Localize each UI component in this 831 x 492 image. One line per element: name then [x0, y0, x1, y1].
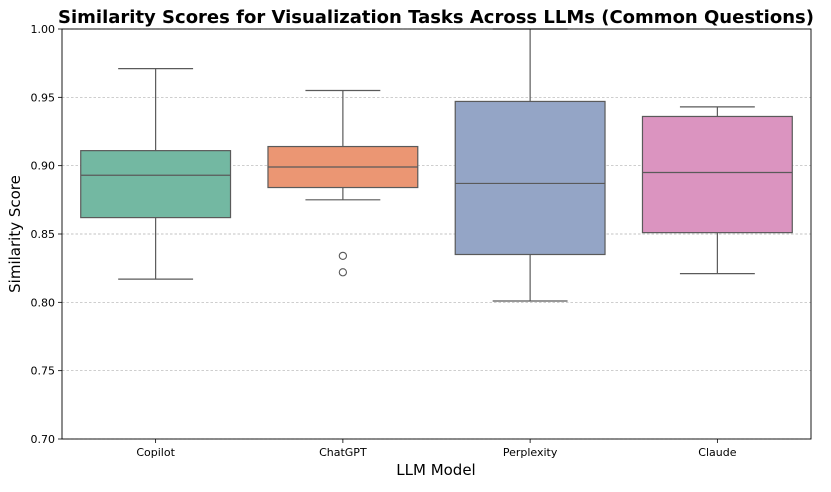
box-copilot: [80, 68, 232, 280]
box-perplexity: [454, 28, 606, 302]
y-tick-label: 0.80: [31, 296, 56, 309]
x-tick-label: ChatGPT: [319, 446, 367, 459]
x-tick-label: Copilot: [136, 446, 175, 459]
y-tick-label: 0.70: [31, 433, 56, 446]
outlier-point: [338, 268, 348, 277]
plot-frame: [61, 28, 812, 440]
y-tick-label: 0.75: [31, 365, 56, 378]
box-iqr: [80, 150, 232, 219]
y-tick-label: 0.95: [31, 91, 56, 104]
y-tick-label: 0.90: [31, 160, 56, 173]
x-tick-label: Claude: [698, 446, 736, 459]
x-axis-label: LLM Model: [396, 461, 475, 479]
axes: 0.70 0.75 0.80 0.85 0.90 0.95 1.00 Copilot ChatG…: [31, 23, 812, 459]
box-claude: [641, 106, 793, 275]
chart-title: Similarity Scores for Visualization Task…: [58, 7, 814, 28]
y-axis-label: Similarity Score: [6, 175, 24, 293]
gridlines: [62, 28, 811, 440]
y-tick-label: 0.85: [31, 228, 56, 241]
outlier-point: [338, 251, 348, 261]
y-tick-label: 1.00: [31, 23, 56, 36]
box-iqr: [454, 100, 606, 256]
box-iqr: [641, 115, 793, 234]
boxes: [80, 28, 793, 302]
box-chatgpt: [267, 89, 419, 277]
x-tick-label: Perplexity: [503, 446, 558, 459]
